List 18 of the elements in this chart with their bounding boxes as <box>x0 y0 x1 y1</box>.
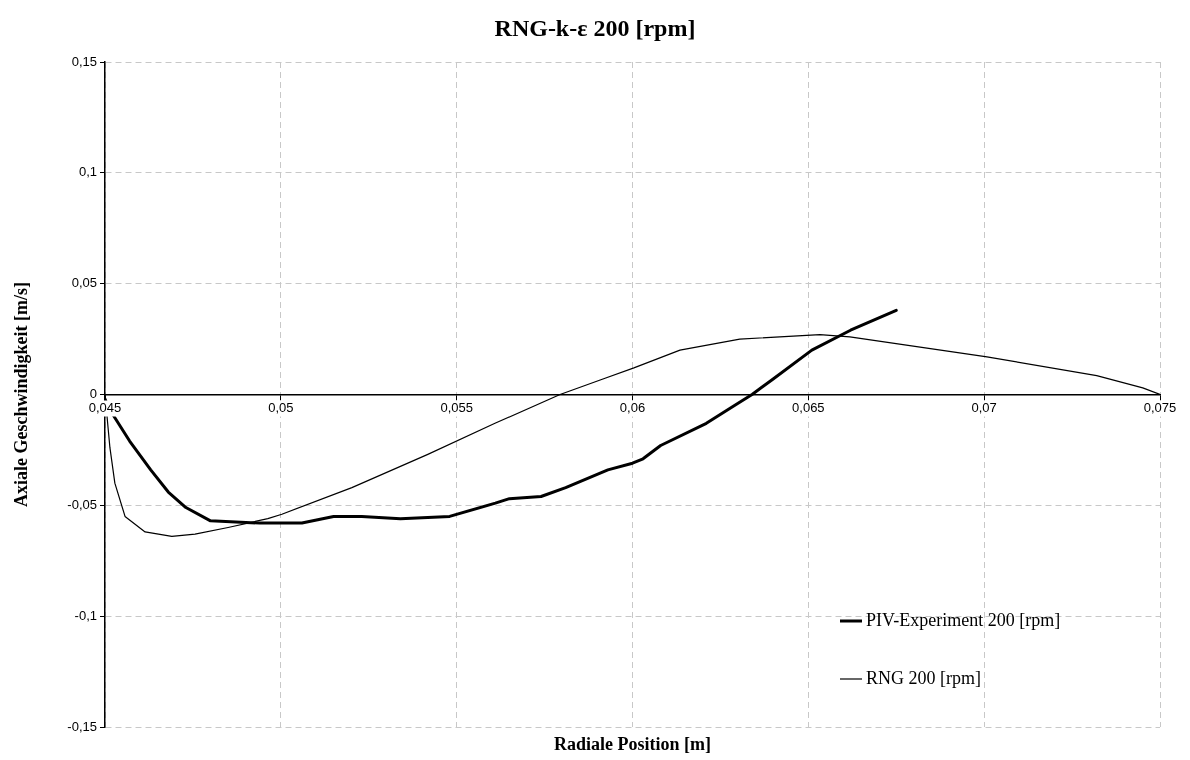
y-tick-label: -0,1 <box>74 607 97 623</box>
x-tick-label: 0,07 <box>971 400 997 416</box>
x-tick-label: 0,05 <box>268 400 294 416</box>
x-tick-label: 0,06 <box>619 400 646 416</box>
y-axis-title: Axiale Geschwindigkeit [m/s] <box>10 282 31 507</box>
y-tick-label: 0,1 <box>78 164 97 180</box>
y-tick-label: -0,15 <box>67 718 97 734</box>
legend-label: PIV-Experiment 200 [rpm] <box>866 609 1061 630</box>
legend-label: RNG 200 [rpm] <box>866 667 981 688</box>
y-tick-label: 0 <box>89 386 97 402</box>
chart-title: RNG-k-ε 200 [rpm] <box>494 15 696 42</box>
x-axis-title: Radiale Position [m] <box>554 733 711 754</box>
y-tick-label: 0,05 <box>71 275 97 291</box>
x-tick-label: 0,055 <box>440 400 473 416</box>
x-tick-label: 0,075 <box>1143 400 1177 416</box>
y-tick-label: -0,05 <box>67 496 97 512</box>
y-tick-label: 0,15 <box>71 53 97 69</box>
x-tick-label: 0,065 <box>792 400 825 416</box>
